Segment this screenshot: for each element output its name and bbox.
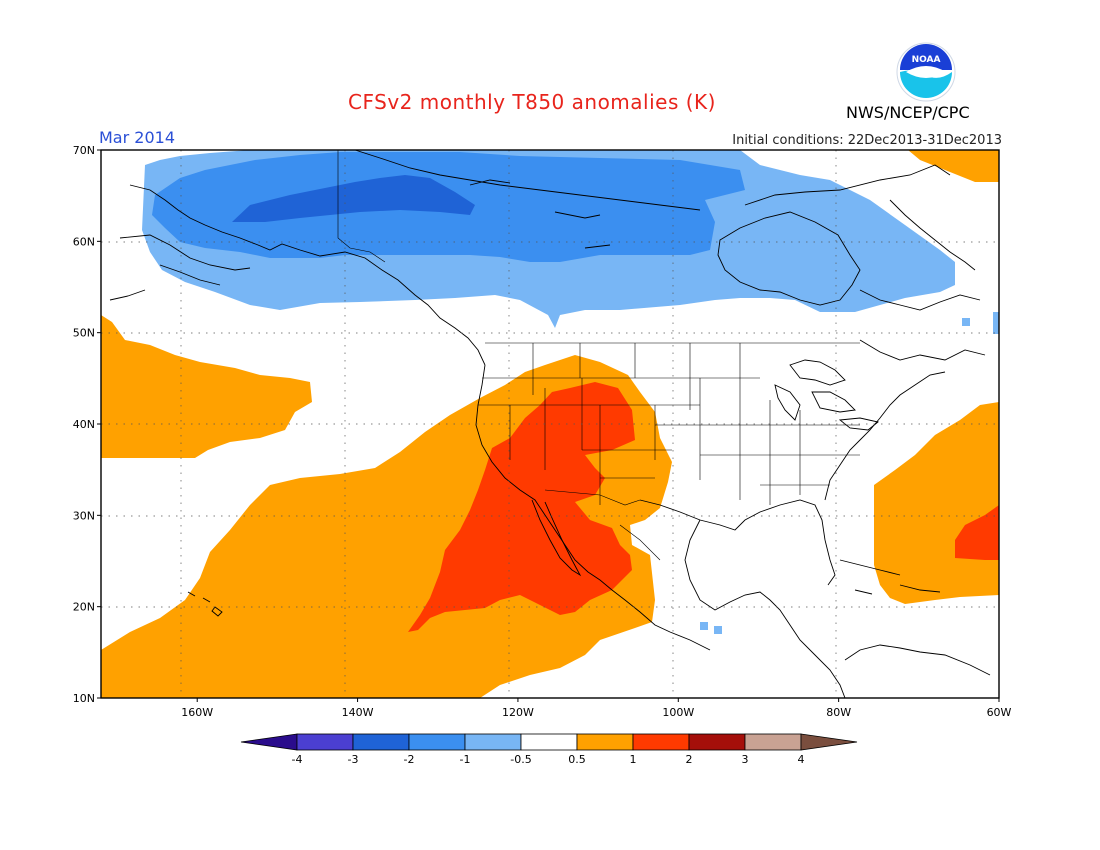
colorbar: -4 -3 -2 -1 -0.5 0.5 1 2 3 4 <box>240 733 858 766</box>
longitude-label: 120W <box>502 706 534 719</box>
colorbar-label: 0.5 <box>568 753 586 766</box>
anomaly-speck <box>700 622 708 630</box>
anomaly-region-dark-blue <box>232 175 475 222</box>
colorbar-left-arrow <box>240 733 298 751</box>
anomaly-region-red-atlantic <box>955 505 999 560</box>
graticule <box>101 150 999 698</box>
colorbar-swatch <box>352 733 410 751</box>
latitude-label: 60N <box>73 235 95 248</box>
longitude-labels: 160W 140W 120W 100W 80W 60W <box>181 698 1012 719</box>
latitude-label: 30N <box>73 509 95 522</box>
latitude-label: 70N <box>73 144 95 157</box>
latitude-label: 10N <box>73 692 95 705</box>
latitude-label: 20N <box>73 601 95 614</box>
coastlines <box>109 150 991 698</box>
anomaly-region-orange-atlantic <box>874 402 999 604</box>
anomaly-region-red-core <box>408 382 635 632</box>
colorbar-label: -2 <box>404 753 415 766</box>
colorbar-label: 1 <box>630 753 637 766</box>
colorbar-label: 3 <box>742 753 749 766</box>
initial-conditions: Initial conditions: 22Dec2013-31Dec2013 <box>732 133 1002 148</box>
colorbar-swatch <box>464 733 522 751</box>
anomaly-region-orange-ne <box>908 150 999 182</box>
anomaly-speck <box>993 312 999 334</box>
latitude-label: 40N <box>73 418 95 431</box>
colorbar-label: 4 <box>798 753 805 766</box>
colorbar-swatch <box>576 733 634 751</box>
colorbar-right-arrow <box>800 733 858 751</box>
anomaly-speck <box>962 318 970 326</box>
colorbar-swatch <box>632 733 690 751</box>
longitude-label: 160W <box>181 706 213 719</box>
colorbar-label: 2 <box>686 753 693 766</box>
longitude-label: 100W <box>662 706 694 719</box>
anomaly-speck <box>714 626 722 634</box>
latitude-labels: 70N 60N 50N 40N 30N 20N 10N <box>73 144 101 705</box>
colorbar-swatch <box>408 733 466 751</box>
anomaly-fields <box>101 150 999 698</box>
noaa-logo-icon: NOAA <box>896 42 956 102</box>
political-borders <box>337 150 860 561</box>
colorbar-label: -0.5 <box>510 753 531 766</box>
chart-title: CFSv2 monthly T850 anomalies (K) <box>348 90 716 114</box>
logo-text: NOAA <box>912 55 941 65</box>
colorbar-swatch <box>296 733 354 751</box>
longitude-label: 60W <box>987 706 1012 719</box>
latitude-label: 50N <box>73 327 95 340</box>
colorbar-swatch <box>520 733 578 751</box>
colorbar-label: -1 <box>460 753 471 766</box>
longitude-label: 140W <box>342 706 374 719</box>
colorbar-label: -4 <box>292 753 303 766</box>
agency-label: NWS/NCEP/CPC <box>846 103 970 122</box>
longitude-label: 80W <box>826 706 851 719</box>
colorbar-swatch <box>688 733 746 751</box>
colorbar-label: -3 <box>348 753 359 766</box>
forecast-month: Mar 2014 <box>99 128 175 147</box>
colorbar-swatch <box>744 733 802 751</box>
anomaly-region-orange-nw <box>101 315 312 458</box>
